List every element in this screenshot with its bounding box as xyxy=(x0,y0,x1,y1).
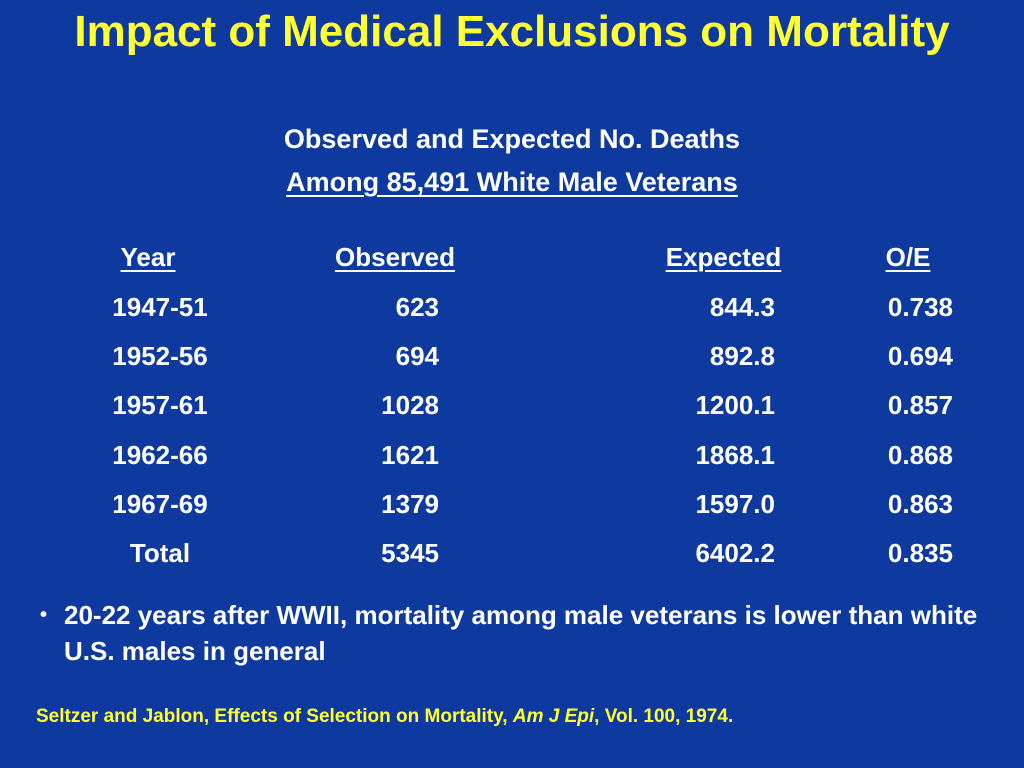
oe-cell: 0.863 xyxy=(887,489,953,519)
expected-cell: 6402.2 xyxy=(695,538,775,568)
subtitle-observed-expected: Observed and Expected No. Deaths xyxy=(283,124,741,154)
expected-cell: 1597.0 xyxy=(695,489,775,519)
column-header-observed-text: Observed xyxy=(335,242,455,272)
year-cell: 1952-56 xyxy=(112,341,208,371)
oe-cell: 0.694 xyxy=(887,341,953,371)
column-header-year: Year xyxy=(60,242,236,272)
column-header-oe-text: O/E xyxy=(885,242,931,272)
bullet-marker: • xyxy=(40,604,48,626)
year-cell: 1947-51 xyxy=(112,292,208,322)
citation: Seltzer and Jablon, Effects of Selection… xyxy=(36,704,1006,730)
citation-volume: , Vol. 100, 1974. xyxy=(594,706,734,727)
year-cell: 1962-66 xyxy=(112,440,208,470)
slide-title: Impact of Medical Exclusions on Mortalit… xyxy=(74,7,950,56)
observed-cell: 694 xyxy=(395,341,439,371)
year-cell: 1967-69 xyxy=(112,489,208,519)
expected-cell: 892.8 xyxy=(709,341,775,371)
year-cell: Total xyxy=(129,538,191,568)
observed-cell: 5345 xyxy=(381,538,439,568)
expected-cell: 1868.1 xyxy=(695,440,775,470)
bullet-text: 20-22 years after WWII, mortality among … xyxy=(64,600,978,666)
observed-cell: 1379 xyxy=(381,489,439,519)
subtitle-population: Among 85,491 White Male Veterans xyxy=(0,166,1024,198)
year-cell: 1957-61 xyxy=(112,390,208,420)
column-header-expected: Expected xyxy=(650,242,797,272)
subtitle-population-text: Among 85,491 White Male Veterans xyxy=(286,167,738,197)
column-header-observed: Observed xyxy=(320,242,470,272)
column-header-expected-text: Expected xyxy=(665,242,782,272)
oe-cell: 0.857 xyxy=(887,390,953,420)
oe-cell: 0.868 xyxy=(887,440,953,470)
oe-cell: 0.738 xyxy=(887,292,953,322)
citation-authors: Seltzer and Jablon, Effects of Selection… xyxy=(36,706,513,727)
column-header-oe: O/E xyxy=(870,242,946,272)
bullet-point: • 20-22 years after WWII, mortality amon… xyxy=(40,597,1015,669)
observed-cell: 1028 xyxy=(381,390,439,420)
observed-cell: 623 xyxy=(395,292,439,322)
expected-cell: 1200.1 xyxy=(695,390,775,420)
oe-cell: 0.835 xyxy=(887,538,953,568)
observed-cell: 1621 xyxy=(381,440,439,470)
citation-journal: Am J Epi xyxy=(512,706,595,727)
expected-cell: 844.3 xyxy=(709,292,775,322)
column-header-year-text: Year xyxy=(120,242,176,272)
